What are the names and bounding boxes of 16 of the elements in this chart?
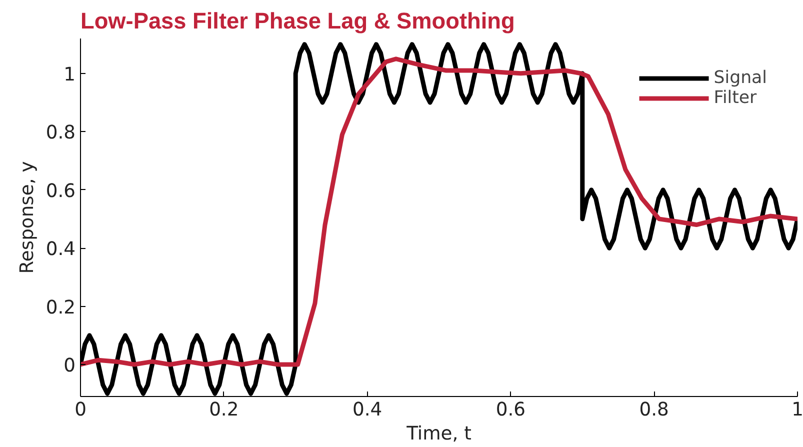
x-tick-label: 0.6 bbox=[496, 400, 526, 420]
x-tick-label: 0.4 bbox=[352, 400, 382, 420]
x-tick-label: 1 bbox=[792, 400, 803, 420]
y-tick-label: 0.8 bbox=[46, 122, 76, 144]
legend-label: Signal bbox=[714, 68, 767, 88]
chart-title: Low-Pass Filter Phase Lag & Smoothing bbox=[80, 8, 515, 34]
x-tick-label: 0.2 bbox=[209, 400, 239, 420]
y-tick-label: 0.6 bbox=[46, 180, 76, 202]
x-tick-label: 0.8 bbox=[639, 400, 669, 420]
legend-label: Filter bbox=[714, 88, 757, 108]
y-axis-title: Response, y bbox=[16, 161, 38, 274]
y-tick-label: 0.2 bbox=[46, 297, 76, 318]
y-tick-label: 0 bbox=[64, 355, 76, 376]
y-tick-label: 0.4 bbox=[46, 239, 76, 260]
x-axis-title: Time, t bbox=[406, 424, 472, 444]
y-tick-label: 1 bbox=[64, 64, 76, 86]
